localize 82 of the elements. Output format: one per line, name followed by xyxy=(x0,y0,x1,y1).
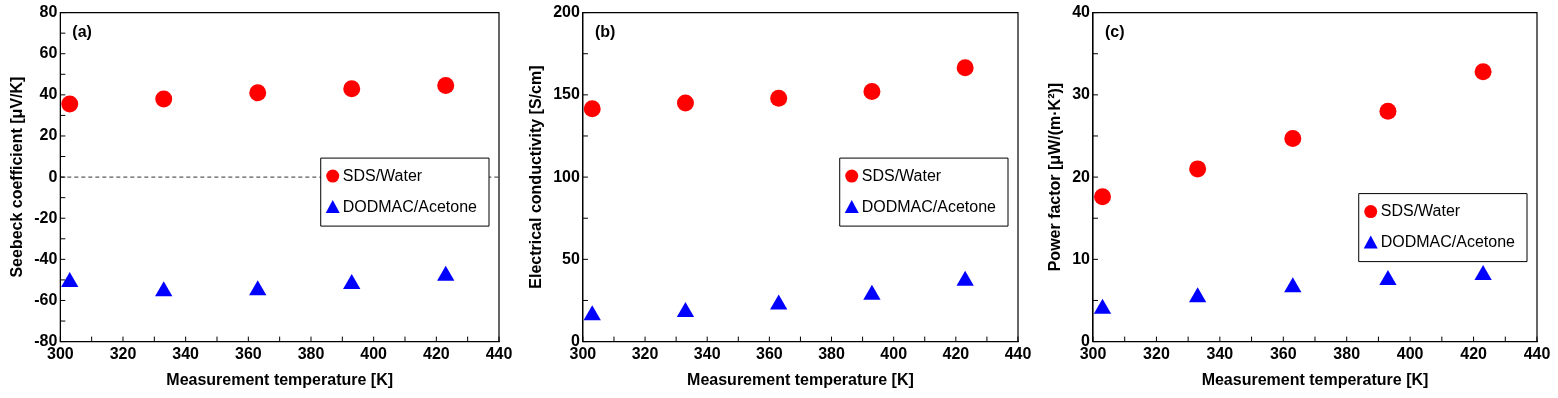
point xyxy=(249,84,267,102)
x-tick-label: 320 xyxy=(1143,344,1170,362)
point xyxy=(1284,277,1302,293)
y-tick-label: 200 xyxy=(553,3,580,21)
x-tick-label: 340 xyxy=(693,344,721,362)
y-tick-label: 20 xyxy=(39,126,58,144)
point xyxy=(676,94,694,112)
x-tick-label: 320 xyxy=(109,344,137,362)
x-tick-label: 420 xyxy=(422,344,450,362)
legend-label: SDS/Water xyxy=(1380,202,1461,220)
point xyxy=(1474,63,1492,81)
point xyxy=(249,280,267,296)
x-tick-label: 340 xyxy=(172,344,200,362)
point xyxy=(343,80,361,98)
point xyxy=(583,305,601,321)
x-tick-label: 340 xyxy=(1206,344,1234,362)
y-tick-label: 30 xyxy=(1072,85,1091,103)
x-tick-label: 360 xyxy=(1269,344,1297,362)
annotation: (b) xyxy=(594,23,616,41)
x-tick-label: 420 xyxy=(1460,344,1488,362)
point xyxy=(1379,269,1397,285)
x-axis-title: Measurement temperature [K] xyxy=(687,370,914,388)
x-tick-label: 400 xyxy=(360,344,388,362)
x-tick-label: 320 xyxy=(631,344,659,362)
x-axis-title: Measurement temperature [K] xyxy=(1201,370,1429,388)
point xyxy=(956,270,974,286)
point xyxy=(583,100,601,118)
legend-label: DODMAC/Acetone xyxy=(342,197,478,215)
y-tick-label: -20 xyxy=(34,208,58,226)
y-tick-label: 0 xyxy=(48,167,58,185)
y-tick-label: 100 xyxy=(553,167,580,185)
point xyxy=(1189,160,1207,178)
point xyxy=(1188,287,1207,303)
y-tick-label: 80 xyxy=(39,3,58,21)
point xyxy=(676,301,695,317)
point xyxy=(437,77,455,95)
point xyxy=(155,281,173,297)
y-tick-label: 40 xyxy=(1072,3,1091,21)
x-tick-label: 400 xyxy=(1396,344,1424,362)
annotation: (c) xyxy=(1105,23,1125,41)
y-tick-label: 50 xyxy=(562,249,580,267)
point xyxy=(1474,264,1492,280)
legend-label: SDS/Water xyxy=(861,166,942,184)
point xyxy=(770,294,788,310)
x-tick-label: 420 xyxy=(942,344,970,362)
point xyxy=(61,271,79,287)
point xyxy=(770,89,788,107)
point xyxy=(437,265,455,281)
x-tick-label: 360 xyxy=(756,344,783,362)
y-tick-label: 20 xyxy=(1072,167,1091,185)
point xyxy=(1284,129,1302,147)
point xyxy=(863,83,881,101)
y-tick-label: 10 xyxy=(1072,249,1091,267)
x-tick-label: 400 xyxy=(880,344,908,362)
point xyxy=(956,59,974,77)
x-tick-label: 440 xyxy=(1523,344,1551,362)
x-tick-label: 440 xyxy=(485,344,513,362)
x-tick-label: 380 xyxy=(297,344,325,362)
y-tick-label: 150 xyxy=(553,85,580,103)
legend-label: SDS/Water xyxy=(342,166,423,184)
point xyxy=(61,95,79,113)
x-tick-label: 360 xyxy=(234,344,262,362)
x-tick-label: 440 xyxy=(1004,344,1032,362)
y-tick-label: -40 xyxy=(34,249,58,267)
point xyxy=(1094,188,1112,206)
legend-label: DODMAC/Acetone xyxy=(1380,233,1516,251)
point xyxy=(1093,298,1112,314)
y-tick-label: -60 xyxy=(34,290,58,308)
y-axis-title: Power factor [μW/(m·K²)] xyxy=(1046,82,1064,272)
point xyxy=(1379,102,1397,120)
x-tick-label: 380 xyxy=(818,344,845,362)
point xyxy=(863,284,881,300)
y-tick-label: 60 xyxy=(39,44,58,62)
point xyxy=(155,90,173,108)
x-tick-label: 380 xyxy=(1333,344,1361,362)
annotation: (a) xyxy=(72,23,92,41)
legend-label: DODMAC/Acetone xyxy=(861,197,997,215)
y-tick-label: 40 xyxy=(39,85,58,103)
x-axis-title: Measurement temperature [K] xyxy=(166,370,394,388)
point xyxy=(343,274,361,290)
y-axis-title: Electrical conductivity [S/cm] xyxy=(527,65,545,289)
y-axis-title: Seebeck coefficient [μV/K] xyxy=(8,76,26,278)
